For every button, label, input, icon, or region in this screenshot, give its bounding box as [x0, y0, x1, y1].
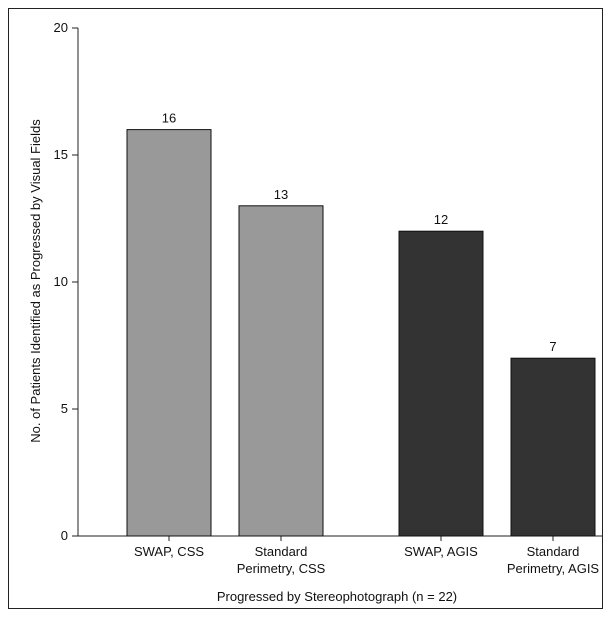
x-tick-label: SWAP, CSS: [134, 544, 204, 559]
x-tick-label-line: SWAP, CSS: [134, 544, 204, 559]
x-tick-label: Standard Perimetry, AGIS: [507, 544, 600, 576]
y-tick-label: 0: [61, 528, 68, 543]
chart-border: [8, 8, 603, 609]
bar: [238, 205, 324, 537]
data-label: 7: [549, 339, 556, 354]
x-tick-label-line: Perimetry, CSS: [237, 561, 326, 576]
bar: [398, 230, 484, 537]
labels: 16 SWAP, CSS 13 Standard Perimetry, CSS 12 SWA…: [134, 111, 599, 576]
y-tick-label: 20: [54, 20, 68, 35]
y-tick-label: 10: [54, 274, 68, 289]
x-tick-label-line: Standard: [527, 544, 580, 559]
data-label: 16: [162, 111, 176, 126]
bar: [510, 357, 596, 537]
bars: [126, 129, 596, 537]
y-tick-label: 5: [61, 401, 68, 416]
data-label: 13: [274, 187, 288, 202]
x-tick-label-line: SWAP, AGIS: [404, 544, 478, 559]
x-tick-label-line: Standard: [255, 544, 308, 559]
data-label: 12: [434, 212, 448, 227]
bar: [126, 129, 212, 537]
x-tick-label-line: Perimetry, AGIS: [507, 561, 600, 576]
y-axis-title: No. of Patients Identified as Progressed…: [28, 119, 43, 443]
x-tick-label: Standard Perimetry, CSS: [237, 544, 326, 576]
y-tick-label: 15: [54, 147, 68, 162]
x-tick-label: SWAP, AGIS: [404, 544, 478, 559]
x-axis-title: Progressed by Stereophotograph (n = 22): [217, 589, 457, 604]
